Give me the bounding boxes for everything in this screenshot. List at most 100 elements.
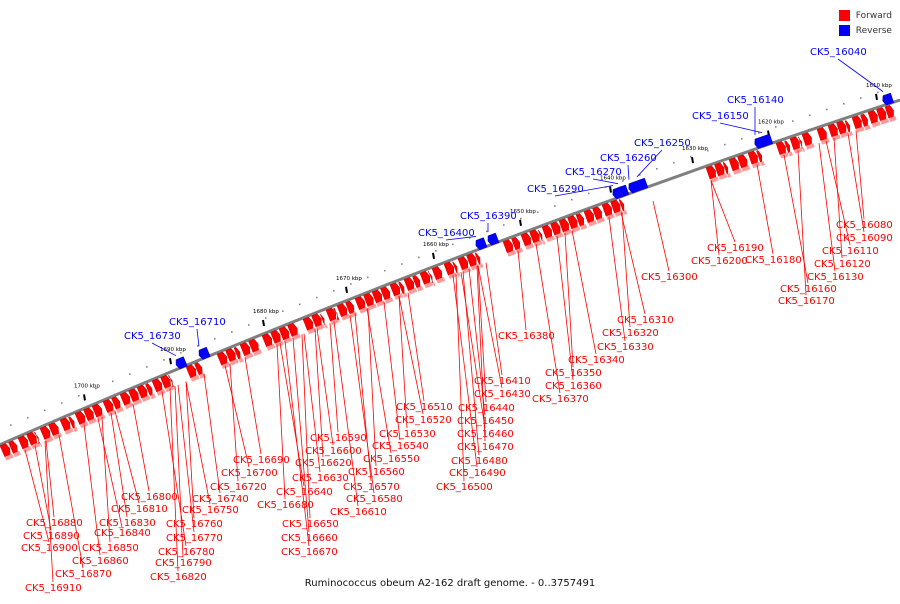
gene-label-leader (177, 384, 195, 533)
forward-gene-arrow (0, 443, 11, 458)
minor-tick (656, 167, 658, 170)
gene-label: CK5_16470 (457, 442, 514, 453)
forward-gene-shadow (53, 432, 63, 440)
forward-gene-arrow (474, 252, 481, 265)
gene-label: CK5_16450 (457, 416, 514, 427)
forward-gene-shadow (31, 442, 41, 450)
gene-label: CK5_16510 (396, 402, 453, 413)
gene-label: CK5_16410 (474, 376, 531, 387)
gene-label: CK5_16700 (221, 468, 278, 479)
legend-forward[interactable]: Forward (838, 8, 892, 23)
forward-gene-arrow (558, 218, 569, 233)
minor-tick (707, 149, 709, 152)
forward-gene-arrow (325, 307, 337, 322)
gene-label: CK5_16770 (166, 533, 223, 544)
major-tick (169, 358, 172, 365)
forward-gene-shadow (515, 247, 524, 254)
minor-tick (588, 192, 590, 195)
minor-tick (537, 211, 539, 214)
gene-label-leader (710, 180, 736, 243)
legend-reverse[interactable]: Reverse (838, 23, 892, 38)
forward-gene-arrow (502, 239, 514, 254)
forward-gene (474, 252, 484, 269)
forward-gene (502, 239, 517, 257)
forward-gene-arrow (567, 215, 578, 230)
forward-gene (884, 104, 897, 122)
forward-gene-shadow (726, 173, 732, 178)
forward-gene-shadow (13, 450, 21, 458)
forward-gene-arrow (541, 224, 553, 239)
forward-gene (83, 407, 98, 425)
forward-gene (431, 266, 446, 284)
forward-gene (261, 333, 276, 351)
forward-gene-shadow (479, 263, 484, 269)
forward-gene (160, 374, 175, 393)
forward-gene-arrow (714, 162, 725, 177)
forward-gene (722, 162, 732, 178)
gene-label-leader (151, 342, 177, 357)
gene-label: CK5_16170 (778, 296, 835, 307)
reverse-gene-arrow (882, 92, 894, 106)
minor-tick (180, 352, 182, 354)
gene-label-leader (383, 301, 401, 441)
forward-gene (583, 209, 598, 227)
forward-gene-arrow (216, 351, 228, 366)
gene-label-leader (719, 122, 763, 134)
forward-gene (336, 303, 351, 321)
forward-gene-shadow (315, 324, 325, 331)
forward-gene-layer (0, 104, 897, 461)
tick-label: 1690 kbp (160, 347, 186, 353)
gene-label-leader (83, 424, 101, 556)
gene-label-leader (174, 386, 184, 558)
forward-gene (844, 120, 853, 136)
gene-label: CK5_16710 (169, 317, 226, 328)
forward-gene-shadow (623, 210, 628, 215)
forward-gene (601, 202, 615, 221)
minor-tick (571, 198, 573, 201)
minor-tick (452, 243, 454, 246)
gene-label-leader (556, 235, 574, 381)
gene-label-leader (833, 137, 843, 259)
forward-gene-arrow (412, 275, 421, 289)
forward-gene-arrow (111, 396, 121, 410)
gene-label: CK5_16110 (822, 246, 879, 257)
gene-label: CK5_16390 (460, 211, 517, 222)
forward-gene-arrow (39, 425, 51, 440)
gene-label: CK5_16200 (691, 256, 748, 267)
minor-tick (673, 161, 675, 164)
gene-label: CK5_16750 (182, 505, 239, 516)
minor-tick (435, 250, 437, 252)
gene-label: CK5_16740 (192, 494, 249, 505)
gene-label-leader (196, 328, 200, 347)
reverse-gene-arrow (761, 133, 774, 147)
gene-label: CK5_16440 (458, 403, 515, 414)
forward-gene (737, 154, 751, 172)
forward-gene (728, 157, 742, 175)
minor-tick (333, 289, 335, 292)
forward-gene (427, 271, 436, 287)
reverse-gene (882, 92, 894, 106)
gene-label-leader (477, 265, 503, 389)
forward-gene-shadow (888, 115, 897, 122)
gene-label-leader (608, 216, 626, 342)
gene-label: CK5_16430 (474, 389, 531, 400)
forward-gene (26, 431, 41, 450)
gene-label-leader (58, 435, 84, 569)
gene-label-leader (554, 185, 614, 197)
gene-label-leader (797, 150, 807, 296)
forward-gene (801, 132, 815, 150)
gene-label: CK5_16290 (527, 184, 584, 195)
gene-label: CK5_16650 (282, 519, 339, 530)
tick-label: 1660 kbp (423, 242, 449, 248)
forward-gene-arrow (128, 388, 139, 403)
forward-gene-shadow (330, 318, 340, 326)
forward-gene-shadow (805, 143, 815, 150)
forward-gene-arrow (398, 281, 405, 294)
gene-label: CK5_16140 (727, 95, 784, 106)
forward-gene (860, 113, 871, 131)
minor-tick (469, 237, 471, 239)
forward-gene (443, 261, 458, 280)
forward-gene-arrow (419, 270, 431, 285)
forward-gene-shadow (709, 176, 719, 183)
reverse-gene-arrow (175, 356, 188, 370)
